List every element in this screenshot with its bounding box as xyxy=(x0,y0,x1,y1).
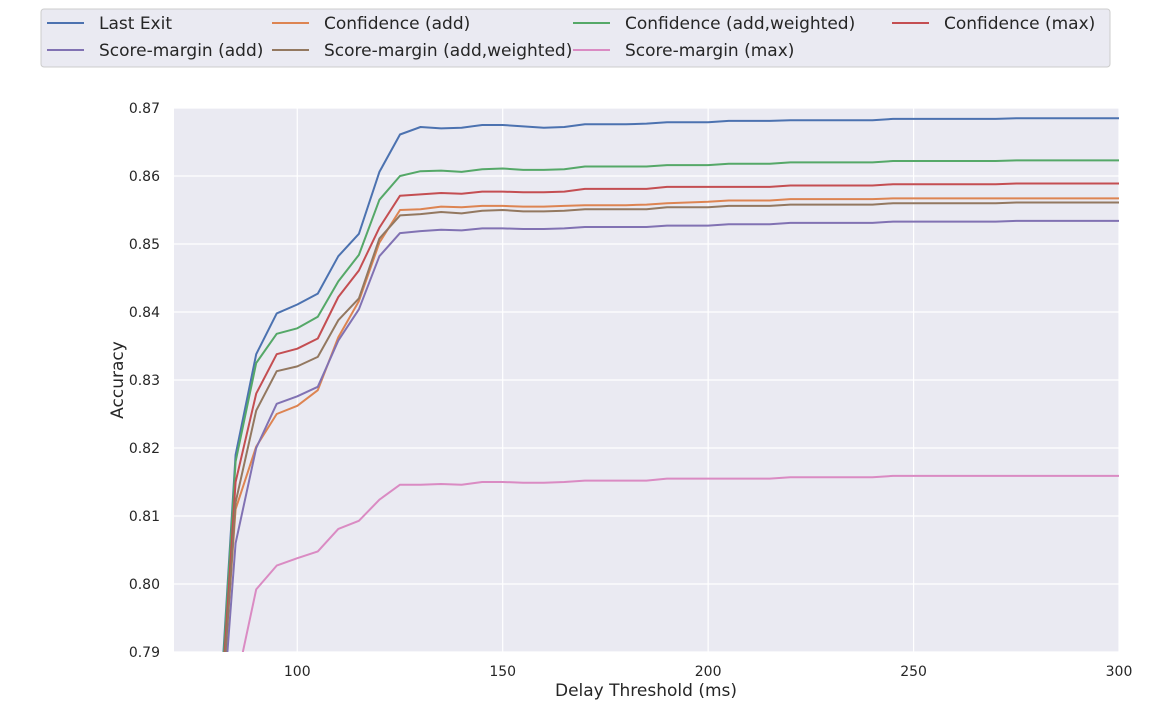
x-axis-label: Delay Threshold (ms) xyxy=(555,681,737,701)
y-tick-label: 0.80 xyxy=(129,577,160,593)
y-tick-label: 0.82 xyxy=(129,441,160,457)
legend-label: Last Exit xyxy=(99,14,172,34)
y-axis-ticks: 0.79 0.80 0.81 0.82 0.83 0.84 0.85 0.86 0.87 xyxy=(129,101,160,661)
grid-lines xyxy=(174,107,1120,653)
y-tick-label: 0.79 xyxy=(129,645,160,661)
y-tick-label: 0.83 xyxy=(129,373,160,389)
y-tick-label: 0.86 xyxy=(129,169,160,185)
legend: Last Exit Confidence (add) Confidence (add… xyxy=(40,8,1111,68)
legend-label: Score-margin (add,weighted) xyxy=(324,41,572,61)
series-line-5 xyxy=(226,219,1119,652)
legend-label: Confidence (max) xyxy=(944,14,1095,34)
y-tick-label: 0.87 xyxy=(129,101,160,117)
series-line-3 xyxy=(222,159,1119,652)
y-tick-label: 0.84 xyxy=(129,305,160,321)
x-tick-label: 100 xyxy=(284,664,311,680)
x-tick-label: 150 xyxy=(489,664,516,680)
series-line-4 xyxy=(223,182,1119,652)
series-line-6 xyxy=(224,201,1119,652)
x-tick-label: 250 xyxy=(900,664,927,680)
y-tick-label: 0.85 xyxy=(129,237,160,253)
legend-label: Confidence (add,weighted) xyxy=(625,14,855,34)
legend-label: Score-margin (add) xyxy=(99,41,263,61)
x-tick-label: 200 xyxy=(695,664,722,680)
y-tick-label: 0.81 xyxy=(129,509,160,525)
series-line-7 xyxy=(241,474,1119,652)
legend-label: Score-margin (max) xyxy=(625,41,794,61)
x-tick-label: 300 xyxy=(1106,664,1133,680)
series-line-1 xyxy=(222,117,1119,652)
y-axis-label: Accuracy xyxy=(108,341,128,419)
series-line-2 xyxy=(224,197,1119,652)
x-axis-ticks: 100 150 200 250 300 xyxy=(284,664,1132,680)
series-lines xyxy=(222,117,1119,652)
legend-label: Confidence (add) xyxy=(324,14,470,34)
